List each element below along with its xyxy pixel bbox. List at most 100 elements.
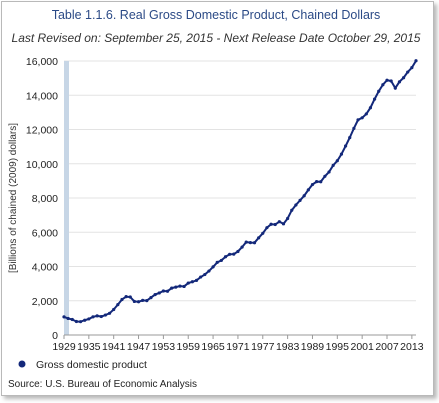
data-point[interactable] — [211, 265, 215, 269]
x-axis-ticks: 1929 1935 1941 1947 1953 1959 1965 1971 1977 1983… — [52, 335, 424, 353]
data-point[interactable] — [124, 295, 128, 299]
data-point[interactable] — [232, 252, 236, 256]
data-point[interactable] — [248, 240, 252, 245]
data-point[interactable] — [319, 180, 323, 184]
data-point[interactable] — [74, 319, 79, 324]
data-point[interactable] — [323, 174, 327, 178]
chart-subtitle: Last Revised on: September 25, 2015 - Ne… — [12, 31, 421, 45]
data-point[interactable] — [397, 80, 402, 84]
data-point[interactable] — [240, 245, 244, 249]
data-point[interactable] — [203, 272, 207, 277]
data-point[interactable] — [170, 286, 174, 290]
data-point[interactable] — [389, 79, 393, 83]
data-point[interactable] — [165, 289, 170, 293]
data-point[interactable] — [269, 222, 273, 226]
data-point[interactable] — [273, 222, 277, 227]
data-point[interactable] — [410, 66, 414, 70]
y-tick-label: 4,000 — [32, 262, 58, 274]
data-point[interactable] — [70, 317, 74, 322]
data-point[interactable] — [141, 298, 145, 303]
data-point[interactable] — [344, 144, 348, 148]
data-point[interactable] — [107, 311, 112, 315]
data-point[interactable] — [149, 296, 153, 300]
data-point[interactable] — [393, 86, 397, 90]
data-point[interactable] — [223, 255, 228, 259]
data-point[interactable] — [352, 126, 356, 130]
data-point[interactable] — [401, 76, 406, 80]
data-point[interactable] — [161, 289, 165, 293]
data-point[interactable] — [327, 170, 331, 174]
data-point[interactable] — [281, 222, 286, 226]
chart-title: Table 1.1.6. Real Gross Domestic Product… — [52, 8, 381, 22]
data-point[interactable] — [348, 136, 352, 140]
data-point[interactable] — [377, 89, 381, 93]
data-point[interactable] — [360, 116, 364, 120]
data-point[interactable] — [315, 180, 319, 184]
data-point[interactable] — [244, 240, 248, 244]
data-point[interactable] — [91, 315, 95, 319]
data-point[interactable] — [339, 152, 344, 156]
data-point[interactable] — [99, 314, 103, 319]
data-point[interactable] — [257, 236, 261, 240]
data-point[interactable] — [95, 314, 99, 318]
data-point[interactable] — [66, 316, 70, 321]
series-points-gdp — [62, 59, 418, 324]
data-point[interactable] — [252, 241, 257, 245]
data-point[interactable] — [302, 194, 306, 198]
data-point[interactable] — [290, 208, 294, 212]
data-point[interactable] — [153, 292, 157, 297]
grid-lines — [64, 60, 416, 302]
data-point[interactable] — [265, 226, 269, 230]
data-point[interactable] — [219, 258, 223, 263]
data-point[interactable] — [414, 59, 418, 63]
x-tick-label: 2007 — [375, 341, 399, 353]
data-point[interactable] — [406, 70, 410, 74]
data-point[interactable] — [277, 220, 281, 224]
data-point[interactable] — [190, 280, 194, 284]
data-point[interactable] — [228, 252, 232, 256]
data-point[interactable] — [261, 231, 265, 235]
data-point[interactable] — [335, 159, 339, 163]
data-point[interactable] — [120, 297, 124, 302]
data-point[interactable] — [368, 106, 373, 110]
data-point[interactable] — [194, 278, 199, 283]
data-point[interactable] — [62, 315, 66, 319]
y-tick-label: 12,000 — [26, 125, 58, 137]
data-point[interactable] — [372, 97, 377, 101]
data-point[interactable] — [83, 318, 87, 322]
data-point[interactable] — [364, 112, 368, 116]
x-tick-label: 1989 — [301, 341, 325, 353]
data-point[interactable] — [145, 299, 149, 303]
y-tick-label: 16,000 — [26, 56, 58, 68]
data-point[interactable] — [310, 182, 315, 187]
data-point[interactable] — [236, 249, 240, 254]
data-point[interactable] — [207, 269, 211, 273]
data-point[interactable] — [132, 299, 136, 304]
data-point[interactable] — [174, 285, 178, 289]
data-point[interactable] — [306, 188, 310, 192]
data-point[interactable] — [116, 303, 120, 307]
data-point[interactable] — [103, 313, 108, 317]
data-point[interactable] — [178, 284, 182, 288]
data-point[interactable] — [157, 291, 161, 295]
data-point[interactable] — [199, 275, 203, 279]
data-point[interactable] — [128, 295, 132, 299]
data-point[interactable] — [112, 307, 116, 312]
data-point[interactable] — [356, 118, 360, 122]
x-tick-label: 1959 — [177, 341, 201, 353]
data-point[interactable] — [298, 198, 302, 202]
legend-label: Gross domestic product — [36, 359, 147, 371]
data-point[interactable] — [186, 281, 190, 285]
data-point[interactable] — [331, 163, 335, 167]
data-point[interactable] — [87, 317, 91, 321]
data-point[interactable] — [385, 78, 389, 82]
data-point[interactable] — [182, 284, 186, 289]
data-point[interactable] — [286, 216, 290, 221]
data-point[interactable] — [215, 260, 219, 265]
x-tick-label: 1965 — [201, 341, 225, 353]
data-point[interactable] — [381, 83, 385, 87]
data-point[interactable] — [136, 300, 141, 304]
data-point[interactable] — [294, 203, 298, 207]
data-point[interactable] — [78, 320, 83, 324]
